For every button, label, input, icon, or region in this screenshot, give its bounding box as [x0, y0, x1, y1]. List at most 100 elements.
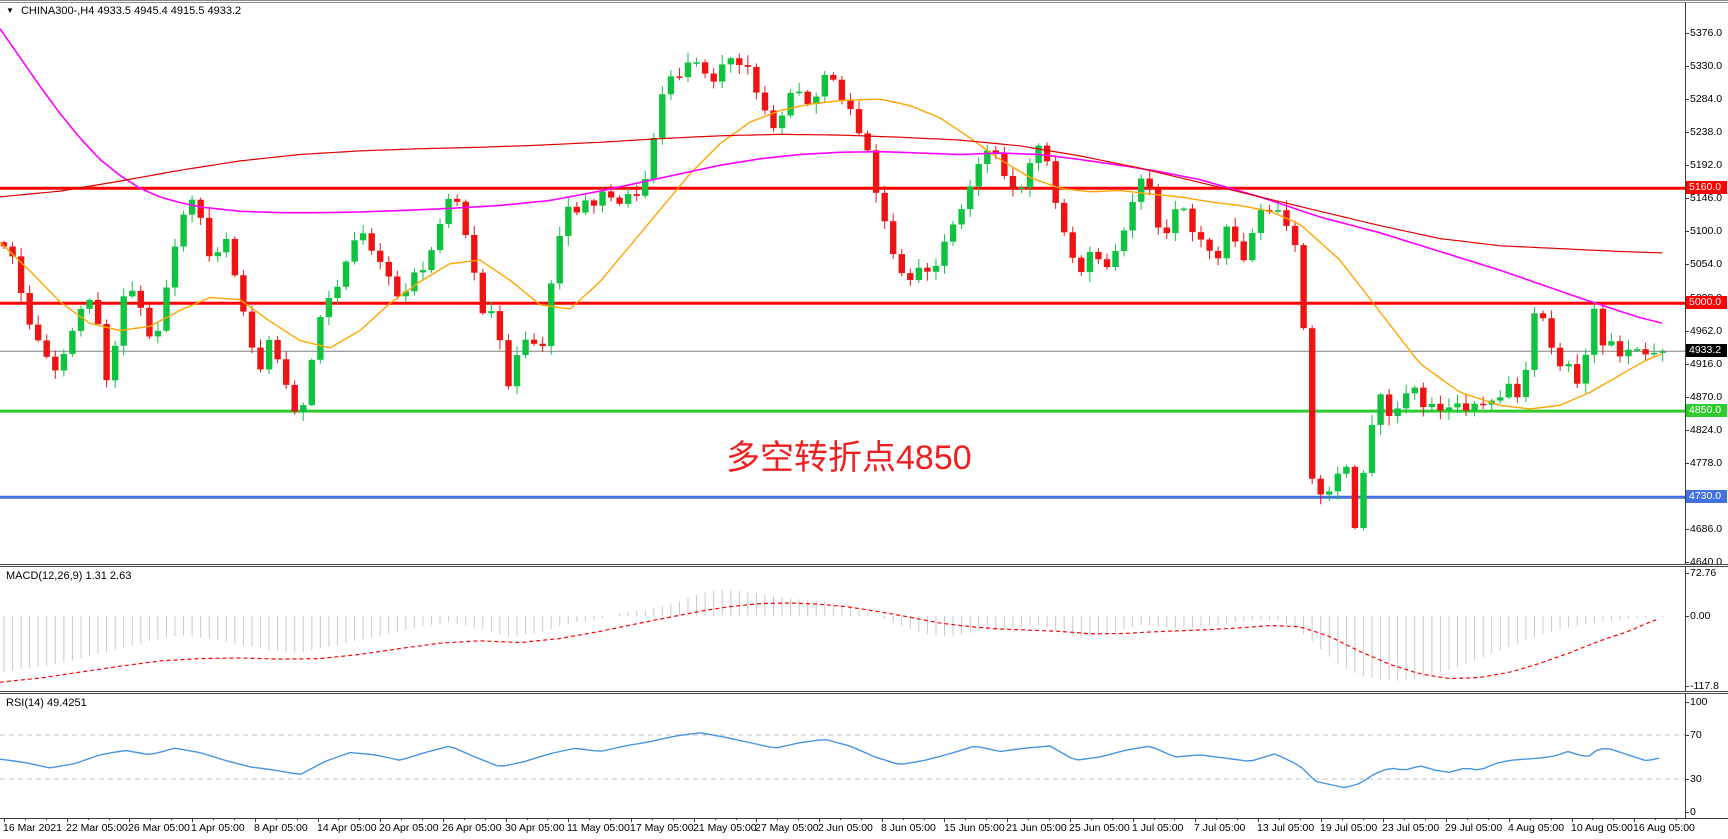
time-axis-tick — [276, 818, 277, 820]
time-axis-tick — [1342, 818, 1343, 820]
time-axis-tick — [255, 818, 256, 822]
price-axis-label: 5376.0 — [1690, 27, 1723, 39]
symbol-timeframe-label: CHINA300-,H4 — [20, 5, 95, 17]
time-axis-tick — [213, 818, 214, 820]
time-axis-tick — [715, 818, 716, 820]
axis-tick — [1685, 331, 1689, 332]
time-axis-tick — [1091, 818, 1092, 820]
axis-tick — [1685, 430, 1689, 431]
time-axis-tick — [1404, 818, 1405, 820]
time-axis-tick — [1279, 818, 1280, 820]
time-axis-label: 23 Jul 05:00 — [1382, 822, 1440, 834]
time-axis-tick — [819, 818, 820, 822]
price-axis-label: 30 — [1690, 773, 1702, 785]
time-axis-label: 17 May 05:00 — [630, 822, 694, 834]
axis-tick — [1685, 99, 1689, 100]
time-axis-tick — [1425, 818, 1426, 820]
time-axis-tick — [631, 818, 632, 822]
time-axis-label: 27 May 05:00 — [755, 822, 819, 834]
time-axis-tick — [694, 818, 695, 822]
time-axis-label: 15 Jun 05:00 — [944, 822, 1005, 834]
panel-separator-rsi[interactable] — [0, 691, 1728, 694]
time-axis-tick — [527, 818, 528, 820]
time-axis-tick — [1509, 818, 1510, 822]
time-axis-label: 30 Apr 05:00 — [505, 822, 565, 834]
time-axis-tick — [986, 818, 987, 820]
price-chart-plot[interactable] — [0, 4, 1686, 564]
symbol-dropdown-icon[interactable]: ▼ — [6, 6, 14, 15]
time-axis-tick — [359, 818, 360, 820]
time-axis-tick — [840, 818, 841, 820]
macd-panel-plot[interactable] — [0, 567, 1686, 691]
time-axis-tick — [109, 818, 110, 820]
time-axis-label: 21 Jun 05:00 — [1006, 822, 1067, 834]
price-axis-label: 0.00 — [1690, 610, 1711, 622]
price-axis-label: 70 — [1690, 729, 1702, 741]
time-axis-label: 11 May 05:00 — [567, 822, 630, 834]
time-axis-tick — [4, 818, 5, 822]
time-axis-tick — [67, 818, 68, 822]
time-axis-tick — [1237, 818, 1238, 820]
time-axis-tick — [1300, 818, 1301, 820]
time-axis-tick — [861, 818, 862, 820]
ohlc-values: 4933.5 4945.4 4915.5 4933.2 — [97, 5, 242, 17]
price-scale-border — [1685, 3, 1686, 818]
time-axis-tick — [944, 818, 945, 822]
time-axis-tick — [1530, 818, 1531, 820]
time-axis-tick — [1613, 818, 1614, 820]
time-axis-tick — [234, 818, 235, 820]
time-axis-tick — [318, 818, 319, 822]
time-axis-tick — [1592, 818, 1593, 820]
time-axis-tick — [673, 818, 674, 820]
panel-separator-macd[interactable] — [0, 564, 1728, 567]
rsi-indicator-label: RSI(14) 49.4251 — [6, 697, 87, 709]
time-axis-tick — [171, 818, 172, 820]
time-axis-label: 19 Jul 05:00 — [1320, 822, 1378, 834]
price-axis-label: 72.76 — [1690, 567, 1717, 579]
axis-tick — [1685, 165, 1689, 166]
price-axis-label: 4962.0 — [1690, 325, 1723, 337]
time-axis-tick — [547, 818, 548, 820]
chart-title-bar[interactable]: ▼ CHINA300-,H4 4933.5 4945.4 4915.5 4933… — [6, 5, 241, 17]
axis-tick — [1685, 562, 1689, 563]
time-axis-tick — [1216, 818, 1217, 820]
time-axis-tick — [1258, 818, 1259, 822]
axis-tick — [1685, 231, 1689, 232]
rsi-panel-plot[interactable] — [0, 694, 1686, 818]
time-axis-tick — [882, 818, 883, 822]
price-axis-label: -117.8 — [1690, 680, 1719, 692]
time-axis-tick — [506, 818, 507, 822]
axis-tick — [1685, 33, 1689, 34]
time-axis-tick — [1070, 818, 1071, 822]
time-axis-tick — [1383, 818, 1384, 822]
axis-tick — [1685, 264, 1689, 265]
time-axis-label: 25 Jun 05:00 — [1069, 822, 1130, 834]
time-axis-label: 20 Apr 05:00 — [379, 822, 439, 834]
time-axis-label: 22 Mar 05:00 — [66, 822, 128, 834]
price-axis-label: 4870.0 — [1690, 391, 1723, 403]
time-axis-label: 21 May 05:00 — [693, 822, 757, 834]
price-axis-label: 4916.0 — [1690, 358, 1723, 370]
time-axis-label: 13 Jul 05:00 — [1257, 822, 1315, 834]
time-axis-tick — [1133, 818, 1134, 822]
axis-tick — [1685, 573, 1689, 574]
time-axis-tick — [756, 818, 757, 822]
time-axis-tick — [1634, 818, 1635, 822]
time-axis-tick — [1446, 818, 1447, 822]
time-scale-border — [0, 818, 1728, 819]
time-axis-tick — [25, 818, 26, 820]
price-axis-label: 5100.0 — [1690, 225, 1723, 237]
price-axis-label: 5284.0 — [1690, 93, 1723, 105]
time-axis-label: 8 Apr 05:00 — [254, 822, 308, 834]
price-tag-4730: 4730.0 — [1686, 490, 1727, 503]
price-tag-5160: 5160.0 — [1686, 181, 1727, 194]
time-axis-label: 16 Aug 05:00 — [1633, 822, 1695, 834]
price-axis-label: 5146.0 — [1690, 192, 1723, 204]
price-axis-label: 5054.0 — [1690, 258, 1723, 270]
time-axis-label: 1 Apr 05:00 — [191, 822, 245, 834]
time-axis-tick — [1195, 818, 1196, 822]
price-axis-label: 4824.0 — [1690, 424, 1723, 436]
time-axis-tick — [568, 818, 569, 822]
time-axis-tick — [422, 818, 423, 820]
annotation-text[interactable]: 多空转折点4850 — [726, 439, 972, 477]
